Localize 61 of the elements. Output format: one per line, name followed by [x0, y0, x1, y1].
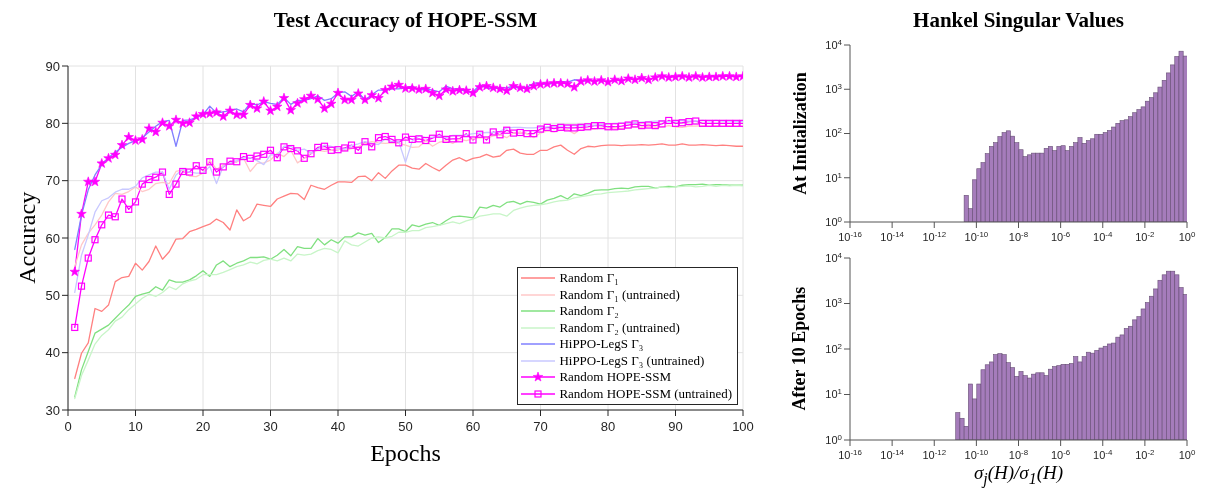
x-tick-label: 60 [465, 419, 481, 434]
x-tick-label: 10 [128, 419, 143, 434]
y-tick-label: 80 [45, 115, 60, 131]
x-tick-label: 20 [195, 419, 211, 434]
y-tick-label: 10$^{1}$ [825, 386, 843, 401]
y-tick-label: 90 [45, 58, 60, 74]
x-tick-label: 10$^{-2}$ [1135, 447, 1155, 461]
y-tick-label: 10$^{0}$ [825, 214, 843, 228]
x-tick-label: 10$^{-16}$ [838, 447, 863, 461]
x-axis-title: σ$_{j}$(H)/σ$_{1}$(H) [973, 462, 1064, 487]
chart-title: Hankel Singular Values [913, 8, 1124, 32]
legend-label: Random Γ₂ (untrained) [559, 319, 680, 336]
x-tick-label: 10$^{-6}$ [1050, 229, 1071, 243]
x-tick-label: 10$^{-14}$ [880, 447, 905, 461]
y-tick-label: 10$^{4}$ [825, 250, 843, 264]
y-tick-label: 70 [45, 173, 60, 189]
legend-label: HiPPO-LegS Γ₃ [559, 336, 644, 353]
x-tick-label: 30 [263, 419, 278, 434]
x-tick-label: 100 [732, 419, 754, 434]
y-tick-label: 10$^{4}$ [825, 37, 843, 51]
x-tick-label: 10$^{-8}$ [1008, 447, 1029, 461]
y-tick-label: 40 [45, 345, 60, 361]
y-tick-label: 10$^{3}$ [825, 295, 843, 310]
legend-label: Random Γ₁ (untrained) [559, 286, 680, 303]
x-tick-label: 40 [330, 419, 346, 434]
legend-label: Random Γ₂ [559, 303, 619, 320]
y-axis-title: Accuracy [14, 192, 41, 284]
y-axis-title: After 10 Epochs [789, 287, 810, 411]
x-tick-label: 10$^{0}$ [1178, 447, 1196, 461]
x-tick-label: 10$^{-10}$ [964, 229, 989, 243]
x-tick-label: 10$^{-10}$ [964, 447, 989, 461]
x-tick-label: 10$^{-4}$ [1093, 229, 1113, 243]
x-tick-label: 10$^{0}$ [1178, 229, 1196, 243]
legend-label: Random HOPE-SSM (untrained) [559, 385, 732, 402]
x-tick-label: 0 [64, 419, 72, 434]
x-tick-label: 50 [398, 419, 413, 434]
y-tick-label: 10$^{3}$ [825, 81, 843, 96]
x-tick-label: 10$^{-12}$ [922, 447, 947, 461]
y-tick-label: 10$^{0}$ [825, 432, 843, 446]
chart-title: Test Accuracy of HOPE-SSM [273, 8, 538, 32]
x-tick-label: 10$^{-4}$ [1093, 447, 1113, 461]
x-tick-label: 10$^{-14}$ [880, 229, 905, 243]
x-axis-title: Epochs [370, 440, 441, 466]
x-tick-label: 10$^{-12}$ [922, 229, 947, 243]
legend-label: Random HOPE-SSM [559, 369, 671, 386]
y-tick-label: 10$^{1}$ [825, 170, 843, 184]
y-axis-title: At Initialization [789, 72, 810, 195]
x-tick-label: 10$^{-6}$ [1050, 447, 1071, 461]
x-tick-label: 10$^{-16}$ [838, 229, 863, 243]
legend-label: HiPPO-LegS Γ₃ (untrained) [559, 352, 705, 369]
y-tick-label: 10$^{2}$ [825, 341, 842, 355]
legend-label: Random Γ₁ [559, 270, 619, 287]
x-tick-label: 90 [668, 419, 683, 434]
x-tick-label: 10$^{-2}$ [1135, 229, 1155, 243]
y-tick-label: 30 [45, 402, 60, 418]
x-tick-label: 70 [533, 419, 548, 434]
x-tick-label: 10$^{-8}$ [1008, 229, 1029, 243]
y-tick-label: 10$^{2}$ [825, 125, 842, 140]
line-series [74, 143, 743, 380]
x-tick-label: 80 [600, 419, 616, 434]
y-tick-label: 50 [45, 287, 60, 303]
